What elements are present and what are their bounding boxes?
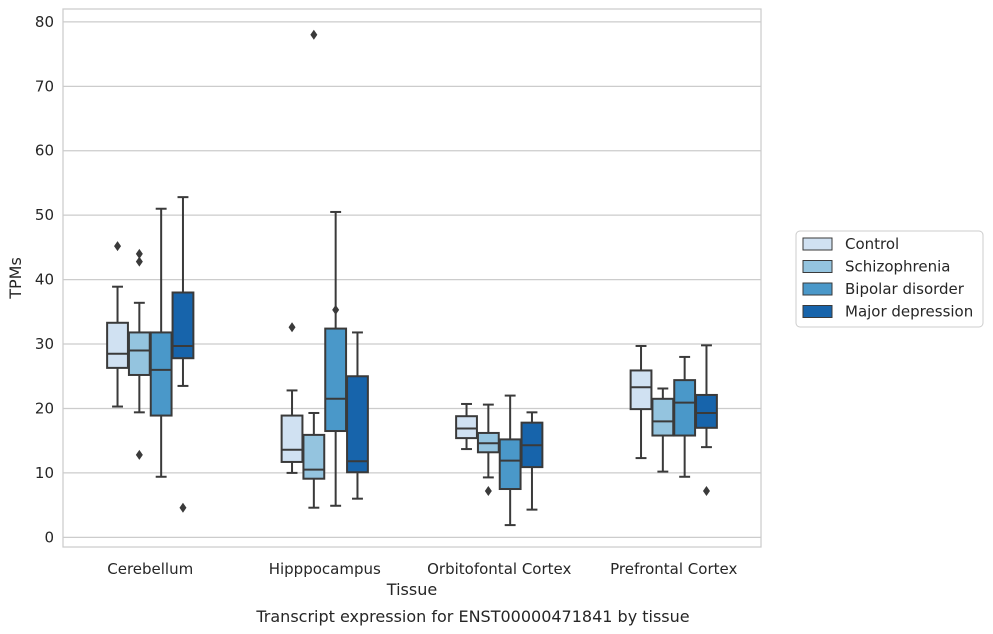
legend-label: Control xyxy=(845,235,899,253)
box-iqr xyxy=(651,397,675,437)
x-tick-labels: Cerebellum Hipppocampus Orbitofontal Corte… xyxy=(107,560,737,578)
box-iqr xyxy=(695,393,718,429)
y-tick-label: 0 xyxy=(44,528,54,546)
x-tick-label: Hipppocampus xyxy=(269,560,381,578)
y-tick-label: 80 xyxy=(35,13,54,31)
box-bipolar-disorder xyxy=(324,210,348,507)
box-control xyxy=(106,241,129,408)
y-tick-label: 20 xyxy=(35,399,54,417)
y-tick-label: 30 xyxy=(35,335,54,353)
outlier-point xyxy=(114,241,122,252)
outlier-point xyxy=(288,322,296,333)
box-plots xyxy=(106,29,718,527)
y-tick-label: 10 xyxy=(35,464,54,482)
legend-swatch xyxy=(802,260,833,273)
outlier-point xyxy=(135,248,143,259)
box-major-depression xyxy=(346,331,369,500)
box-bipolar-disorder xyxy=(149,207,173,478)
box-bipolar-disorder xyxy=(673,355,697,478)
outlier-point xyxy=(310,29,318,40)
box-major-depression xyxy=(520,411,544,511)
box-iqr xyxy=(280,414,304,463)
outlier-point xyxy=(702,485,710,496)
x-tick-label: Cerebellum xyxy=(107,560,193,578)
box-iqr xyxy=(127,331,151,376)
legend-swatch xyxy=(802,305,833,318)
box-iqr xyxy=(673,379,697,437)
box-major-depression xyxy=(695,344,718,496)
outlier-point xyxy=(135,449,143,460)
box-iqr xyxy=(302,433,326,480)
legend-label: Schizophrenia xyxy=(845,258,950,276)
box-schizophrenia xyxy=(476,403,500,496)
box-iqr xyxy=(106,321,129,369)
legend-swatch xyxy=(802,237,833,251)
outlier-point xyxy=(332,304,340,315)
box-iqr xyxy=(629,369,653,411)
legend-frame xyxy=(795,230,984,328)
box-iqr xyxy=(324,327,348,433)
box-bipolar-disorder xyxy=(498,394,522,527)
box-schizophrenia xyxy=(127,248,151,460)
box-iqr xyxy=(455,415,478,440)
x-axis-label: Tissue xyxy=(386,580,437,599)
x-tick-label: Prefrontal Cortex xyxy=(610,560,737,578)
box-iqr xyxy=(149,331,173,417)
box-iqr xyxy=(346,375,369,474)
box-schizophrenia xyxy=(651,387,675,473)
outlier-point xyxy=(135,256,143,267)
box-iqr xyxy=(498,438,522,491)
box-control xyxy=(280,322,304,474)
legend-label: Bipolar disorder xyxy=(845,280,965,298)
y-tick-label: 40 xyxy=(35,271,54,289)
box-iqr xyxy=(171,291,195,360)
outlier-point xyxy=(179,502,187,513)
box-control xyxy=(629,344,653,460)
box-control xyxy=(455,402,478,451)
y-tick-labels: 0 10 20 30 40 50 60 70 80 xyxy=(35,13,54,546)
x-tick-label: Orbitofontal Cortex xyxy=(427,560,571,578)
figure-caption: Transcript expression for ENST0000047184… xyxy=(255,607,689,626)
y-tick-label: 60 xyxy=(35,142,54,160)
box-major-depression xyxy=(171,196,195,513)
y-tick-label: 50 xyxy=(35,206,54,224)
y-tick-label: 70 xyxy=(35,77,54,95)
legend-label: Major depression xyxy=(845,303,973,321)
y-axis-label: TPMs xyxy=(6,257,25,300)
legend: Control Schizophrenia Bipolar disorder Majo… xyxy=(795,230,984,328)
box-schizophrenia xyxy=(302,29,326,509)
grid-lines xyxy=(63,21,761,538)
outlier-point xyxy=(484,485,492,496)
plot-frame xyxy=(62,8,762,548)
legend-swatch xyxy=(802,282,833,296)
